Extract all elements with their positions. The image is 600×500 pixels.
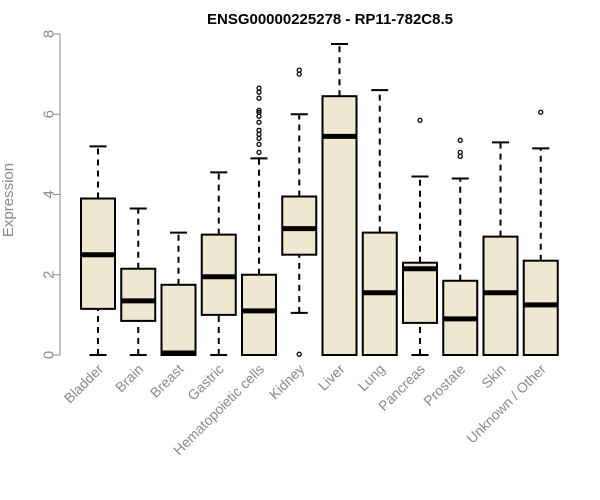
outlier-point [457,149,463,156]
y-tick-label: 0 [41,351,58,359]
outlier-point [256,119,262,125]
box-iqr [321,95,358,356]
box-iqr [482,235,519,357]
box-iqr [120,267,157,322]
outlier-point [256,107,262,113]
x-tick-label: Skin [478,361,509,392]
y-tick-label: 8 [41,30,58,38]
outlier-point [256,149,262,156]
box-group [241,85,277,356]
x-tick-label: Prostate [420,361,468,409]
y-tick-label: 4 [41,190,58,198]
x-tick-label: Brain [112,361,146,395]
outlier-point [296,351,302,357]
x-tick-label: Lung [355,361,388,394]
outlier-point [256,85,262,91]
x-tick-label: Bladder [61,361,107,407]
x-tick-label: Liver [315,361,348,394]
box-group [80,145,116,356]
outlier-point [296,67,302,73]
x-tick-label: Kidney [266,361,308,403]
y-axis-label: Expression [0,163,17,237]
box-group [281,67,318,357]
y-tick-label: 2 [41,271,58,279]
box-iqr [241,273,277,356]
box-group [402,117,438,356]
outlier-point [256,127,262,133]
box-iqr [522,259,559,356]
y-axis: 0 2 4 6 8 [41,30,61,359]
outlier-point [256,95,262,101]
outlier-point [457,137,463,143]
box-iqr [281,195,318,256]
box-group [200,171,237,356]
box-group [321,43,358,356]
chart-title: ENSG00000225278 - RP11-782C8.5 [207,11,453,28]
box-group [160,231,197,356]
outlier-point [417,117,423,123]
box-group [361,89,398,356]
box-iqr [402,261,438,324]
outlier-point [256,141,262,147]
box-group [120,207,157,356]
y-tick-label: 6 [41,110,58,118]
x-tick-label: Breast [147,361,187,401]
box-group [482,141,519,357]
boxes-layer [80,43,559,357]
outlier-point [538,109,544,115]
box-group [522,109,559,356]
box-iqr [160,283,197,356]
box-group [442,137,479,356]
outlier-point [256,109,262,115]
